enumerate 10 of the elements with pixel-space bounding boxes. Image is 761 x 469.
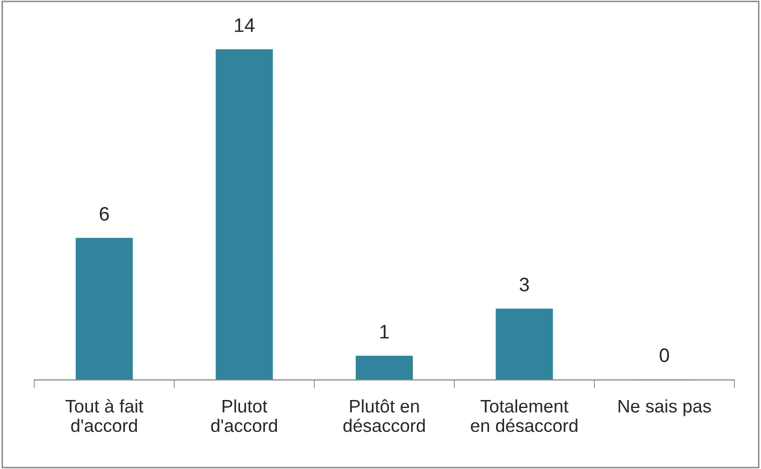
x-tick-label: Totalement en désaccord [470,399,578,432]
data-label: 1 [380,325,389,338]
x-tick-label: Ne sais pas [618,399,711,416]
data-label: 3 [520,278,529,292]
data-label: 14 [234,18,255,32]
x-tick-label: Plutôt en désaccord [343,399,425,432]
x-tick-label: Tout à fait d'accord [66,399,144,432]
x-tick-label: Plutot d'accord [211,399,277,432]
data-label: 0 [660,348,669,362]
data-label: 6 [100,206,109,221]
